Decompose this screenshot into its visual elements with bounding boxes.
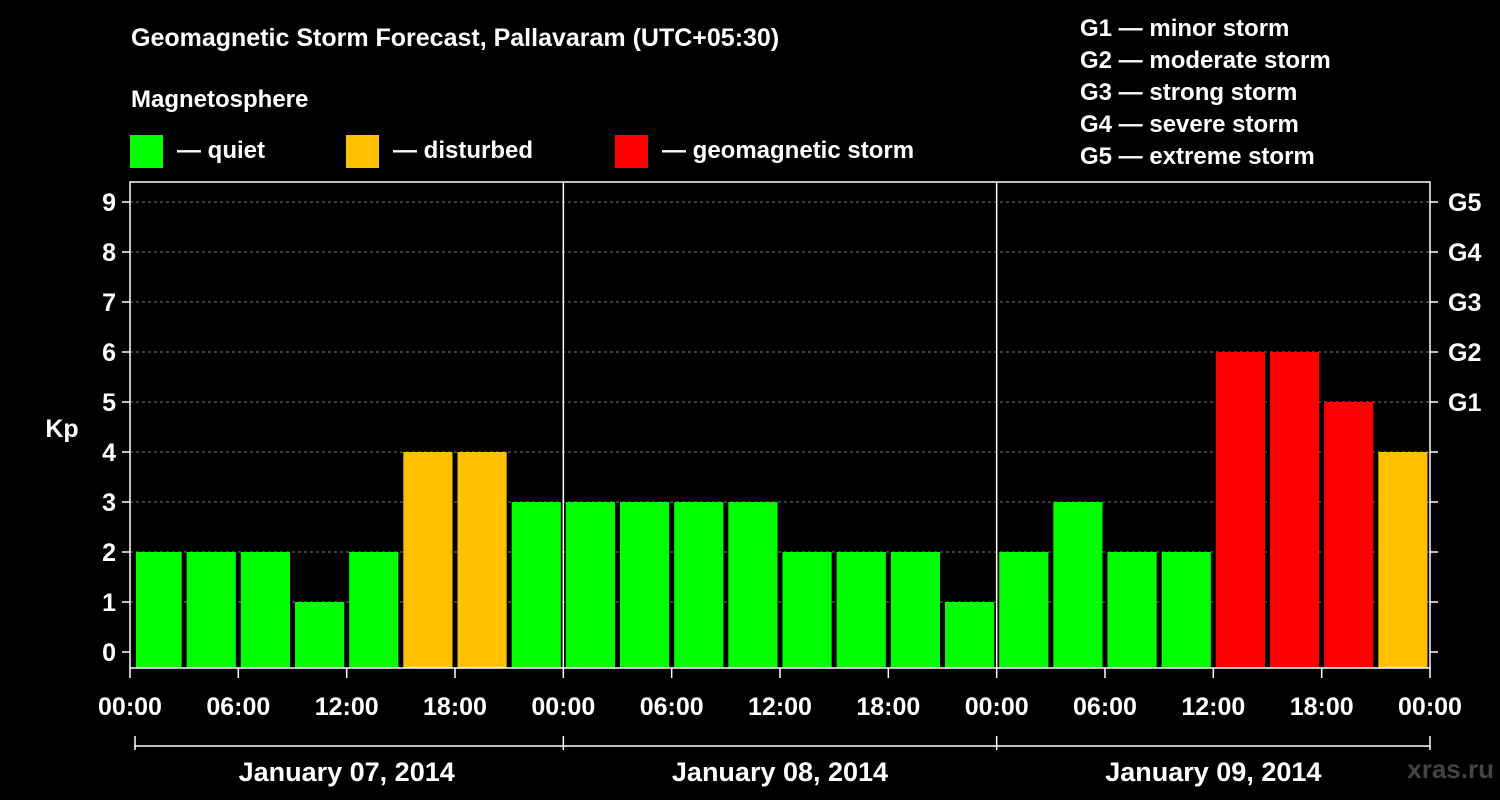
storm-level-g4: G4 — severe storm: [1080, 111, 1299, 138]
right-axis-label-g5: G5: [1448, 189, 1481, 217]
bar-16: [999, 552, 1049, 668]
bar-11: [728, 502, 778, 668]
bar-12: [782, 552, 832, 668]
storm-level-list: G1 — minor storm G2 — moderate storm G3 …: [1080, 14, 1331, 174]
bar-2: [240, 552, 290, 668]
right-axis-label-g3: G3: [1448, 289, 1481, 317]
x-tick-label-8: 00:00: [965, 693, 1029, 721]
bar-9: [620, 502, 670, 668]
legend-swatch-storm: [615, 134, 648, 168]
bar-14: [890, 552, 940, 668]
bar-10: [674, 502, 724, 668]
bar-20: [1215, 352, 1265, 668]
legend-item-disturbed: — disturbed: [346, 134, 533, 168]
legend-swatch-quiet: [130, 134, 163, 168]
y-tick-label-5: 5: [102, 389, 116, 417]
legend-item-storm: — geomagnetic storm: [615, 134, 914, 168]
x-tick-label-6: 12:00: [748, 693, 812, 721]
bar-1: [186, 552, 236, 668]
right-axis-label-g2: G2: [1448, 339, 1481, 367]
storm-level-g5: G5 — extreme storm: [1080, 143, 1315, 170]
bar-3: [295, 602, 345, 668]
storm-level-g2: G2 — moderate storm: [1080, 47, 1331, 74]
x-tick-label-5: 06:00: [640, 693, 704, 721]
x-tick-label-10: 12:00: [1181, 693, 1245, 721]
x-tick-label-2: 12:00: [315, 693, 379, 721]
legend-swatch-disturbed: [346, 134, 379, 168]
bar-22: [1324, 402, 1374, 668]
y-tick-label-2: 2: [102, 539, 116, 567]
legend-label-quiet: — quiet: [177, 137, 265, 164]
y-tick-label-6: 6: [102, 339, 116, 367]
bar-17: [1053, 502, 1103, 668]
bar-6: [457, 452, 507, 668]
x-tick-label-12: 00:00: [1398, 693, 1462, 721]
legend-label-storm: — geomagnetic storm: [662, 137, 915, 164]
storm-level-g3: G3 — strong storm: [1080, 79, 1298, 106]
bar-23: [1378, 452, 1428, 668]
y-tick-label-4: 4: [102, 439, 116, 467]
y-tick-label-9: 9: [102, 189, 116, 217]
x-tick-label-11: 18:00: [1290, 693, 1354, 721]
y-tick-label-1: 1: [102, 589, 116, 617]
x-tick-label-1: 06:00: [206, 693, 270, 721]
day-label-0: January 07, 2014: [239, 757, 455, 787]
bar-18: [1107, 552, 1157, 668]
right-axis-label-g4: G4: [1448, 239, 1481, 267]
y-axis-title: Kp: [45, 415, 78, 443]
bar-15: [945, 602, 995, 668]
day-label-2: January 09, 2014: [1105, 757, 1321, 787]
legend-label-disturbed: — disturbed: [393, 137, 534, 164]
bar-13: [836, 552, 886, 668]
bar-4: [349, 552, 399, 668]
day-label-1: January 08, 2014: [672, 757, 888, 787]
y-tick-label-8: 8: [102, 239, 116, 267]
x-tick-label-4: 00:00: [531, 693, 595, 721]
legend-item-quiet: — quiet: [130, 134, 265, 168]
y-tick-label-3: 3: [102, 489, 116, 517]
y-tick-label-7: 7: [102, 289, 116, 317]
y-tick-label-0: 0: [102, 639, 116, 667]
x-tick-label-9: 06:00: [1073, 693, 1137, 721]
magnetosphere-heading: Magnetosphere: [131, 86, 309, 113]
x-tick-label-3: 18:00: [423, 693, 487, 721]
chart-title: Geomagnetic Storm Forecast, Pallavaram (…: [131, 24, 780, 52]
bar-19: [1161, 552, 1211, 668]
bar-5: [403, 452, 453, 668]
bar-8: [565, 502, 615, 668]
bar-21: [1270, 352, 1320, 668]
bar-7: [511, 502, 561, 668]
storm-level-g1: G1 — minor storm: [1080, 15, 1290, 42]
right-axis-label-g1: G1: [1448, 389, 1481, 417]
watermark: xras.ru: [1407, 754, 1494, 784]
bar-0: [136, 552, 182, 668]
x-tick-label-7: 18:00: [856, 693, 920, 721]
x-tick-label-0: 00:00: [98, 693, 162, 721]
